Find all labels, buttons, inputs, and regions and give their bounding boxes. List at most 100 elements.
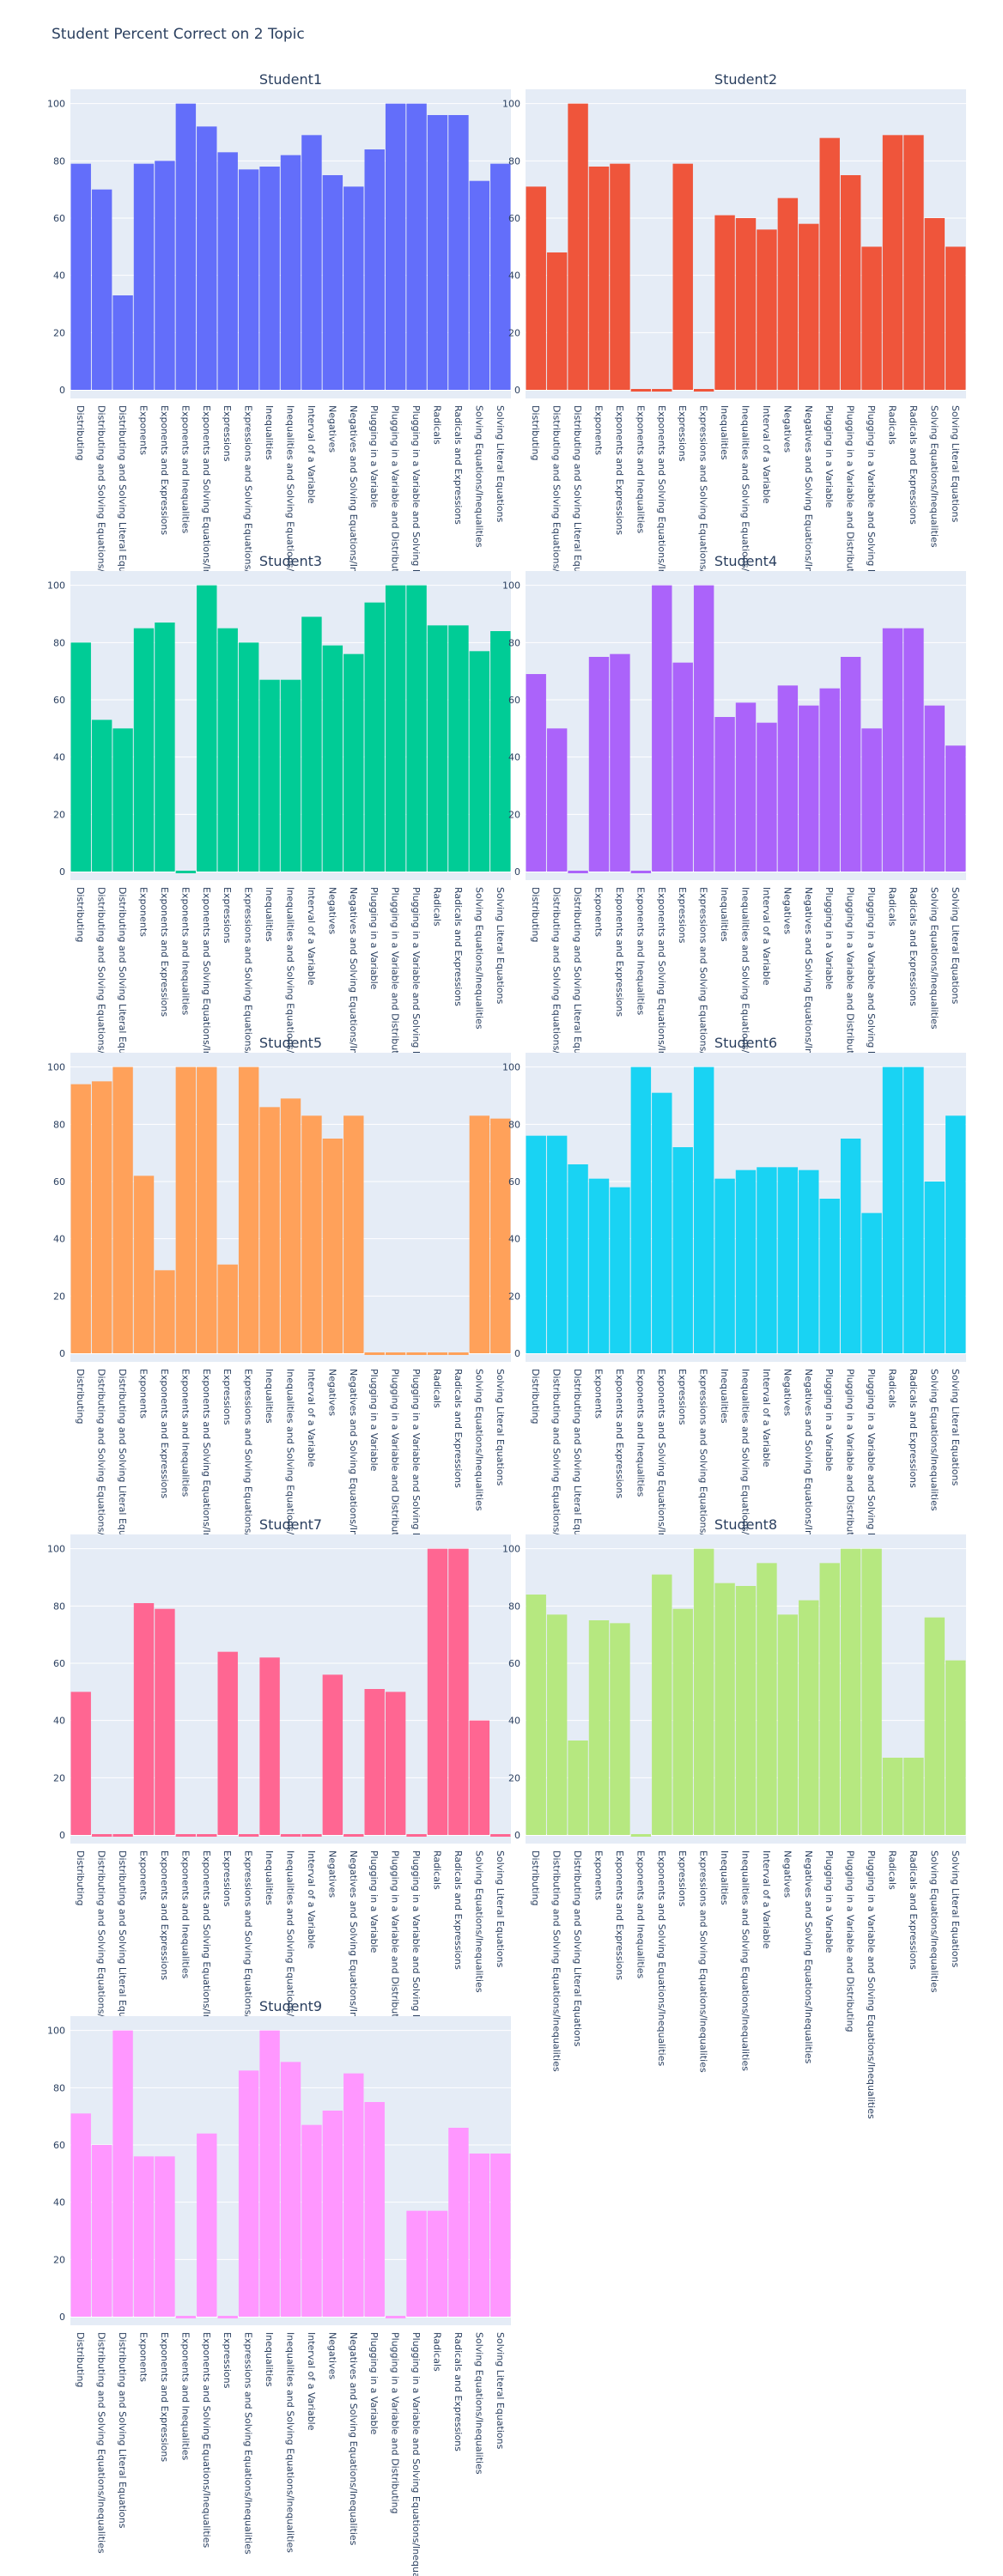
x-tick-label: Radicals and Expressions [453,1369,464,1488]
x-tick-label: Inequalities and Solving Equations/Inequ… [285,1850,296,2071]
bar [861,246,882,390]
x-tick-label: Exponents and Solving Equations/Inequali… [201,887,212,1103]
x-tick-label: Expressions [677,1369,688,1425]
y-tick-label: 100 [502,1062,520,1073]
x-tick-label: Radicals [432,2332,443,2372]
bar [385,103,406,391]
bar [610,653,630,872]
x-tick-label: Distributing [75,1850,86,1905]
x-tick-label: Expressions [222,2332,233,2389]
bar [672,163,693,390]
x-tick-label: Inequalities [264,1369,275,1424]
x-tick-label: Expressions and Solving Equations/Inequa… [243,2332,254,2555]
x-tick-label: Exponents and Inequalities [179,2332,191,2461]
x-tick-label: Inequalities and Solving Equations/Inequ… [740,1850,751,2071]
x-tick-label: Expressions [222,1369,233,1425]
bar [133,628,155,872]
y-tick-label: 40 [53,270,65,282]
x-tick-label: Interval of a Variable [306,887,317,986]
x-tick-label: Exponents [593,1850,605,1900]
x-tick-label: Interval of a Variable [761,887,772,986]
bar [448,2128,469,2317]
x-tick-label: Exponents and Solving Equations/Inequali… [656,405,667,621]
bar [112,728,133,872]
bar [91,2145,112,2317]
bar [133,163,155,390]
x-tick-label: Negatives and Solving Equations/Inequali… [803,1369,814,1583]
bar [490,163,511,390]
bar [364,1689,385,1835]
bar [91,720,112,872]
subplot-student5: 0 20 40 60 80 100 Student5 Distributing Distribu… [47,1035,511,1637]
y-tick-label: 80 [53,2082,65,2093]
y-tick-label: 0 [59,866,65,878]
y-tick-label: 0 [514,385,520,396]
y-tick-label: 100 [47,1544,65,1555]
x-tick-label: Exponents and Solving Equations/Inequali… [201,1369,212,1584]
bar [840,175,861,390]
bar [735,702,757,872]
bar [259,1657,280,1835]
figure-title: Student Percent Correct on 2 Topic [52,26,305,43]
x-tick-label: Plugging in a Variable [824,1850,835,1953]
y-tick-label: 100 [502,99,520,110]
x-tick-label: Exponents and Inequalities [635,1850,646,1979]
y-tick-label: 100 [502,580,520,592]
bar [945,1660,966,1835]
bar [526,1135,546,1353]
x-tick-label: Plugging in a Variable [368,405,380,508]
x-tick-label: Distributing [75,2332,86,2387]
subplot-title: Student9 [259,1998,322,2014]
y-tick-label: 20 [53,1772,65,1783]
bar [322,175,343,390]
y-tick-label: 60 [53,213,65,224]
bar [70,163,91,390]
y-tick-label: 100 [502,1544,520,1555]
bar [777,197,799,390]
x-tick-label: Radicals and Expressions [453,887,464,1006]
bar [799,1170,819,1353]
x-tick-label: Exponents and Expressions [159,405,170,535]
y-tick-label: 20 [53,809,65,820]
bar [91,1834,112,1837]
bar [526,1595,546,1835]
bar [610,163,630,390]
x-tick-label: Radicals [887,1850,898,1890]
y-tick-label: 60 [53,1176,65,1188]
bar [217,1264,238,1353]
x-tick-label: Inequalities [719,1369,730,1424]
subplot-student4: 0 20 40 60 80 100 Student4 Distributing Distribu… [502,553,966,1156]
bar [133,2156,155,2317]
subplot-title: Student5 [259,1035,322,1051]
bar [364,1352,385,1355]
x-tick-label: Expressions [677,887,688,944]
y-tick-label: 80 [53,637,65,648]
x-tick-label: Distributing and Solving Literal Equatio… [572,887,583,1084]
bar [652,1092,672,1353]
x-tick-label: Radicals [887,405,898,445]
bar [175,1066,197,1353]
bar [427,1352,448,1355]
x-tick-label: Interval of a Variable [306,1850,317,1949]
bar [343,1115,364,1353]
subplot-title: Student7 [259,1516,322,1533]
bar [427,115,448,390]
x-tick-label: Negatives and Solving Equations/Inequali… [803,887,814,1101]
x-tick-label: Solving Literal Equations [950,1369,961,1486]
y-tick-label: 0 [514,1830,520,1841]
subplot-title: Student4 [714,553,777,569]
bar [469,1720,490,1835]
y-tick-label: 20 [53,2254,65,2265]
x-tick-label: Solving Literal Equations [495,405,506,523]
bar [799,705,819,872]
y-tick-label: 80 [508,155,520,167]
bar [469,651,490,872]
bar [735,1170,757,1353]
y-tick-label: 20 [53,1291,65,1302]
bar [322,1139,343,1353]
x-tick-label: Solving Literal Equations [495,1850,506,1968]
y-tick-label: 100 [47,99,65,110]
x-tick-label: Solving Literal Equations [495,2332,506,2450]
x-tick-label: Radicals [887,1369,898,1408]
x-tick-label: Radicals [887,887,898,927]
